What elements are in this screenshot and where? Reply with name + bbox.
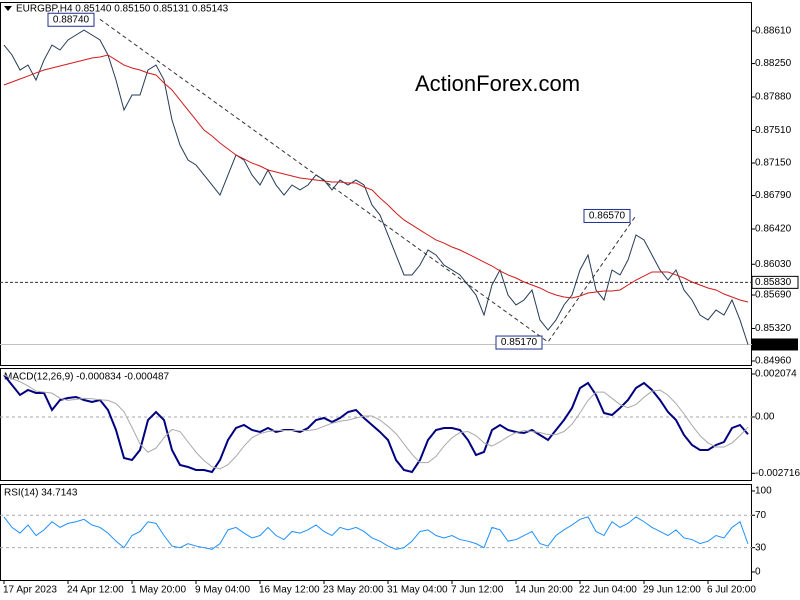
x-tick-label: 16 May 12:00 (259, 585, 320, 596)
y-tick-label: 0.88250 (755, 58, 792, 69)
y-tick-label: 0 (755, 567, 761, 578)
annotation-box (495, 335, 543, 350)
y-tick-label: 0.87150 (755, 158, 792, 169)
symbol-icon (4, 6, 12, 11)
x-tick-label: 22 Jun 04:00 (579, 585, 637, 596)
price-label: 0.85830 (755, 277, 792, 288)
series-line (3, 374, 749, 470)
y-tick-label: 0.86030 (755, 259, 792, 270)
annotation-box (583, 208, 631, 223)
x-tick-label: 17 Apr 2023 (3, 585, 57, 596)
indicator-title: MACD(12,26,9) -0.000834 -0.000487 (4, 372, 170, 383)
series-line (3, 516, 749, 550)
annotation-label: 0.86570 (589, 211, 626, 222)
watermark: ActionForex.com (415, 71, 580, 96)
y-tick-label: 0.87880 (755, 92, 792, 103)
price-label-box (751, 275, 799, 289)
x-tick-label: 9 May 04:00 (195, 585, 250, 596)
y-tick-label: 0.85690 (755, 290, 792, 301)
x-tick-label: 6 Jul 20:00 (707, 585, 756, 596)
y-tick-label: 0.85320 (755, 323, 792, 334)
y-tick-label: -0.002716 (755, 468, 800, 479)
chart-title: EURGBP,H4 0.85140 0.85150 0.85131 0.8514… (16, 4, 229, 15)
x-tick-label: 24 Apr 12:00 (67, 585, 124, 596)
x-tick-label: 7 Jun 12:00 (451, 585, 504, 596)
x-tick-label: 23 May 20:00 (323, 585, 384, 596)
x-tick-label: 1 May 20:00 (131, 585, 186, 596)
last-price-label: 0.85143 (755, 339, 792, 350)
pane-frame (0, 484, 752, 581)
x-tick-label: 29 Jun 12:00 (643, 585, 701, 596)
series-line (3, 54, 749, 303)
x-tick-label: 31 May 04:00 (387, 585, 448, 596)
series-line (3, 29, 749, 345)
annotation-label: 0.85170 (501, 337, 538, 348)
y-tick-label: 0.00 (755, 412, 775, 423)
x-tick-label: 14 Jun 20:00 (515, 585, 573, 596)
y-tick-label: 0.86790 (755, 190, 792, 201)
annotation-box (47, 12, 95, 27)
trend-line (99, 18, 637, 343)
y-tick-label: 0.87510 (755, 125, 792, 136)
last-price-box (752, 338, 798, 351)
pane-frame (0, 2, 752, 366)
y-tick-label: 0.002074 (755, 369, 797, 380)
y-tick-label: 70 (755, 510, 767, 521)
indicator-title: RSI(14) 34.7143 (4, 488, 78, 499)
y-tick-label: 30 (755, 542, 767, 553)
annotation-label: 0.88740 (53, 14, 90, 25)
y-tick-label: 100 (755, 486, 772, 497)
y-tick-label: 0.86420 (755, 224, 792, 235)
y-tick-label: 0.84960 (755, 356, 792, 367)
series-line (3, 374, 749, 474)
y-tick-label: 0.88610 (755, 26, 792, 37)
pane-frame (0, 368, 752, 481)
